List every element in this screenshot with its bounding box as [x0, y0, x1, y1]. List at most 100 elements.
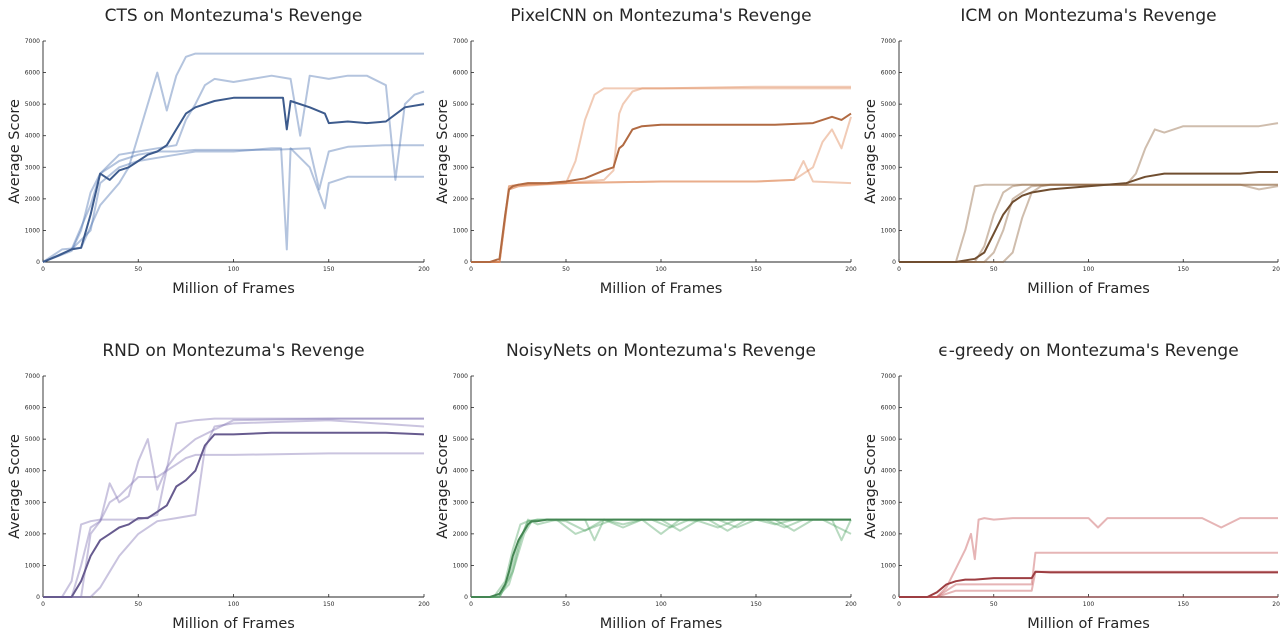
- y-axis-label: Average Score: [863, 99, 879, 204]
- x-tick-label: 0: [469, 601, 473, 608]
- x-tick-label: 50: [134, 601, 142, 608]
- x-tick-label: 100: [655, 266, 667, 273]
- y-tick-label: 4000: [25, 133, 40, 140]
- chart-panel: NoisyNets on Montezuma's Revenge Million …: [435, 341, 857, 631]
- mean-line: [42, 96, 425, 263]
- seed-line: [899, 122, 1279, 263]
- y-axis-label: Average Score: [863, 434, 879, 539]
- chart-title: RND on Montezuma's Revenge: [102, 341, 364, 361]
- x-tick-label: 200: [1272, 266, 1280, 273]
- y-tick-label: 2000: [25, 531, 40, 538]
- seed-line: [42, 144, 424, 263]
- y-axis-label: Average Score: [7, 434, 23, 539]
- y-tick-label: 3000: [25, 164, 40, 171]
- x-tick-label: 50: [990, 266, 998, 273]
- seed-line: [43, 417, 424, 598]
- chart-panel: RND on Montezuma's Revenge Million of Fra…: [7, 341, 430, 631]
- x-axis-label: Million of Frames: [172, 281, 295, 297]
- y-tick-label: 7000: [881, 38, 896, 45]
- y-tick-label: 5000: [881, 101, 896, 108]
- seed-line: [471, 87, 851, 263]
- y-tick-label: 2000: [453, 196, 468, 203]
- y-tick-label: 1000: [881, 227, 896, 234]
- y-tick-label: 5000: [25, 101, 40, 108]
- mean-line: [471, 112, 852, 263]
- chart-title: CTS on Montezuma's Revenge: [105, 6, 363, 26]
- y-tick-label: 0: [892, 594, 896, 601]
- x-tick-label: 150: [323, 601, 335, 608]
- x-tick-label: 100: [1083, 601, 1095, 608]
- x-tick-label: 150: [1178, 601, 1190, 608]
- x-tick-label: 100: [655, 601, 667, 608]
- y-tick-label: 0: [464, 259, 468, 266]
- chart-title: ϵ-greedy on Montezuma's Revenge: [938, 341, 1238, 361]
- y-tick-label: 1000: [453, 562, 468, 569]
- y-tick-label: 2000: [881, 196, 896, 203]
- x-tick-label: 0: [897, 266, 901, 273]
- y-tick-label: 7000: [25, 373, 40, 380]
- x-tick-label: 100: [1083, 266, 1095, 273]
- seed-line: [471, 518, 851, 598]
- x-tick-label: 200: [418, 266, 430, 273]
- y-tick-label: 4000: [453, 468, 468, 475]
- seed-line: [471, 116, 852, 263]
- x-axis-label: Million of Frames: [600, 616, 723, 631]
- seed-line: [43, 417, 424, 598]
- y-axis-label: Average Score: [7, 99, 23, 204]
- seed-line: [471, 85, 851, 263]
- y-tick-label: 3000: [881, 499, 896, 506]
- chart-title: NoisyNets on Montezuma's Revenge: [506, 341, 816, 361]
- x-tick-label: 0: [41, 266, 45, 273]
- chart-panel: PixelCNN on Montezuma's Revenge Million o…: [435, 6, 857, 297]
- y-tick-label: 6000: [881, 405, 896, 412]
- y-tick-label: 2000: [25, 196, 40, 203]
- seed-line: [43, 419, 425, 598]
- y-tick-label: 7000: [881, 373, 896, 380]
- x-tick-label: 150: [750, 601, 762, 608]
- x-tick-label: 50: [990, 601, 998, 608]
- y-tick-label: 0: [36, 259, 40, 266]
- y-tick-label: 6000: [881, 70, 896, 77]
- seed-line: [471, 160, 852, 263]
- y-tick-label: 4000: [25, 468, 40, 475]
- chart-title: ICM on Montezuma's Revenge: [960, 6, 1216, 26]
- seed-line: [899, 183, 1279, 263]
- x-axis-label: Million of Frames: [1027, 281, 1150, 297]
- y-tick-label: 0: [464, 594, 468, 601]
- chart-panel: ϵ-greedy on Montezuma's Revenge Million o…: [863, 341, 1280, 631]
- y-tick-label: 5000: [881, 436, 896, 443]
- seed-line: [899, 517, 1278, 598]
- y-tick-label: 6000: [453, 70, 468, 77]
- y-tick-label: 6000: [25, 405, 40, 412]
- y-tick-label: 7000: [25, 38, 40, 45]
- x-tick-label: 200: [418, 601, 430, 608]
- y-tick-label: 5000: [25, 436, 40, 443]
- y-tick-label: 3000: [453, 499, 468, 506]
- x-tick-label: 0: [897, 601, 901, 608]
- x-tick-label: 100: [228, 601, 240, 608]
- x-tick-label: 100: [228, 266, 240, 273]
- x-axis-label: Million of Frames: [600, 281, 723, 297]
- chart-title: PixelCNN on Montezuma's Revenge: [510, 6, 811, 26]
- x-tick-label: 50: [134, 266, 142, 273]
- y-tick-label: 6000: [25, 70, 40, 77]
- x-tick-label: 0: [469, 266, 473, 273]
- seed-line: [42, 52, 424, 263]
- x-tick-label: 200: [845, 266, 857, 273]
- y-tick-label: 1000: [25, 562, 40, 569]
- y-tick-label: 0: [892, 259, 896, 266]
- y-tick-label: 7000: [453, 373, 468, 380]
- x-axis-label: Million of Frames: [1027, 616, 1150, 631]
- y-axis-label: Average Score: [435, 434, 451, 539]
- y-tick-label: 1000: [453, 227, 468, 234]
- seed-line: [471, 518, 852, 598]
- x-tick-label: 200: [845, 601, 857, 608]
- y-tick-label: 5000: [453, 101, 468, 108]
- y-tick-label: 3000: [453, 164, 468, 171]
- seed-line: [899, 183, 1278, 263]
- x-tick-label: 150: [323, 266, 335, 273]
- y-tick-label: 1000: [881, 562, 896, 569]
- x-tick-label: 150: [750, 266, 762, 273]
- y-tick-label: 3000: [881, 164, 896, 171]
